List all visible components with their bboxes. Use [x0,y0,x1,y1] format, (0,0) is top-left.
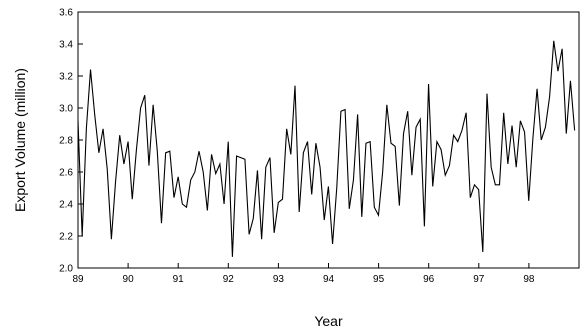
x-axis-title: Year [314,313,343,329]
y-axis: 2.0 2.2 2.4 2.6 2.8 3.0 3.2 3.4 3.6 [59,8,83,275]
y-axis-title-group: Export Volume (million) [12,68,28,212]
x-tick-label: 97 [473,274,485,285]
x-tick-label: 89 [72,274,84,285]
y-tick-label: 3.2 [59,72,73,83]
y-tick-label: 3.0 [59,104,73,115]
series-line [77,40,576,257]
y-tick-label: 2.6 [59,168,73,179]
x-tick-label: 91 [173,274,185,285]
x-tick-label: 98 [523,274,535,285]
plot-frame [77,11,580,269]
y-tick-label: 3.6 [59,8,73,19]
x-tick-label: 92 [223,274,235,285]
x-tick-label: 90 [123,274,135,285]
x-axis: 89 90 91 92 93 94 95 96 97 98 [72,263,535,285]
x-tick-label: 94 [323,274,335,285]
x-tick-label: 96 [423,274,435,285]
y-tick-label: 2.0 [59,264,73,275]
y-tick-label: 2.4 [59,200,73,211]
y-tick-label: 2.8 [59,136,73,147]
y-tick-label: 2.2 [59,232,73,243]
y-axis-title: Export Volume (million) [12,68,28,212]
y-tick-label: 3.4 [59,40,73,51]
x-tick-label: 93 [273,274,285,285]
x-tick-label: 95 [373,274,385,285]
